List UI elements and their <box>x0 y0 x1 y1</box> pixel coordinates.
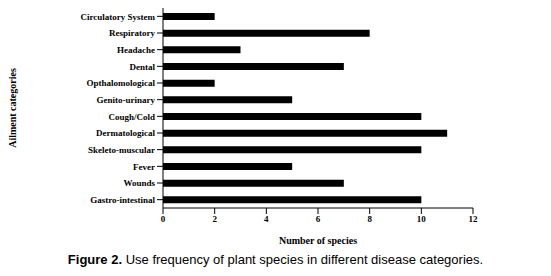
svg-text:6: 6 <box>316 214 321 224</box>
svg-text:Dental: Dental <box>130 62 156 72</box>
svg-text:Wounds: Wounds <box>123 178 155 188</box>
svg-text:Dermatological: Dermatological <box>96 128 155 138</box>
svg-text:4: 4 <box>264 214 269 224</box>
svg-text:12: 12 <box>469 214 479 224</box>
svg-text:Cough/Cold: Cough/Cold <box>108 112 155 122</box>
svg-text:Circulatory System: Circulatory System <box>80 12 155 22</box>
svg-text:8: 8 <box>367 214 372 224</box>
svg-text:2: 2 <box>212 214 217 224</box>
svg-text:0: 0 <box>161 214 166 224</box>
svg-text:Fever: Fever <box>133 162 155 172</box>
svg-text:Opthalomological: Opthalomological <box>86 78 155 88</box>
html-text:Figure 2. Use frequency of pla: Figure 2. Use frequency of plant species… <box>67 252 484 267</box>
svg-text:Ailment categories: Ailment categories <box>8 68 18 148</box>
svg-text:Gastro-intestinal: Gastro-intestinal <box>90 195 155 205</box>
svg-text:Headache: Headache <box>117 45 155 55</box>
svg-text:Respiratory: Respiratory <box>109 28 155 38</box>
svg-text:10: 10 <box>417 214 427 224</box>
svg-text:Genito-urinary: Genito-urinary <box>97 95 156 105</box>
svg-text:Number of species: Number of species <box>279 235 357 246</box>
svg-text:Skeleto-muscular: Skeleto-muscular <box>88 145 155 155</box>
